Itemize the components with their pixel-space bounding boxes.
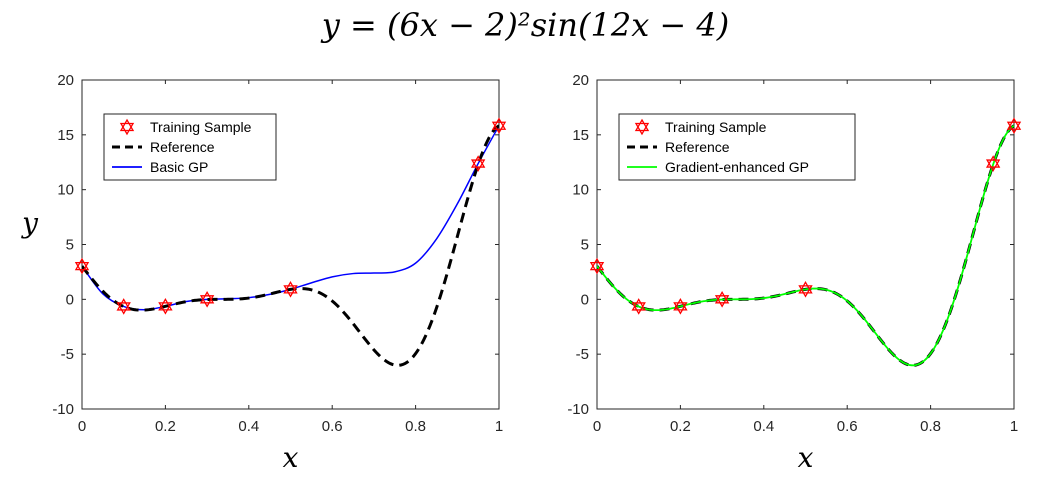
legend-label: Training Sample <box>150 119 252 135</box>
right-chart-panel: 0 0.2 0.4 0.6 0.8 1 -10 -5 0 5 10 15 20 x Training Sam… <box>567 72 1022 474</box>
x-tick-label: 1 <box>495 418 503 435</box>
y-tick-label: 5 <box>581 237 589 254</box>
training-sample-marker <box>631 298 646 315</box>
chart-title: y = (6x − 2)²sin(12x − 4) <box>321 6 730 44</box>
training-sample-marker <box>673 298 688 315</box>
legend-label: Gradient-enhanced GP <box>665 159 809 175</box>
x-tick-label: 0.2 <box>670 418 691 435</box>
training-sample-marker <box>470 155 486 172</box>
x-tick-label: 0.2 <box>155 418 176 435</box>
x-tick-label: 0 <box>593 418 601 435</box>
y-tick-label: -5 <box>576 346 589 363</box>
y-tick-label: 20 <box>572 72 589 89</box>
training-sample-marker <box>199 291 215 308</box>
legend-box <box>618 113 856 181</box>
training-sample-marker <box>158 298 173 315</box>
y-tick-label: 20 <box>57 72 74 89</box>
plot-area <box>82 124 499 367</box>
legend-label: Reference <box>150 139 215 155</box>
y-tick-label: 15 <box>572 127 589 144</box>
y-tick-label: 15 <box>57 127 74 144</box>
x-tick-label: 0.6 <box>322 418 343 435</box>
plot-area <box>597 124 1014 367</box>
x-tick-label: 0.8 <box>920 418 941 435</box>
x-axis-label: x <box>283 441 299 474</box>
y-axis-label: y <box>20 207 39 240</box>
y-tick-label: -5 <box>61 346 74 363</box>
training-sample-marker <box>714 291 730 308</box>
left-chart-panel: 0 0.2 0.4 0.6 0.8 1 -10 -5 0 5 10 15 20 x y Training Sa… <box>20 72 507 474</box>
y-tick-label: 0 <box>66 291 74 308</box>
training-sample-marker <box>798 281 813 298</box>
x-tick-label: 0 <box>78 418 86 435</box>
series-line-gradient-enhanced-gp <box>597 124 1014 367</box>
series-line-reference <box>82 124 499 367</box>
x-axis-label: x <box>798 441 814 474</box>
x-tick-label: 0.4 <box>753 418 774 435</box>
legend-label: Reference <box>665 139 730 155</box>
legend-label: Training Sample <box>665 119 767 135</box>
legend: Training Sample Reference Basic GP <box>103 113 277 181</box>
training-sample-marker <box>74 257 90 275</box>
legend: Training Sample Reference Gradient-enhance… <box>618 113 856 181</box>
y-tick-label: 10 <box>572 182 589 199</box>
training-sample-marker <box>283 281 298 298</box>
training-sample-marker <box>491 117 507 135</box>
training-sample-marker <box>589 257 605 275</box>
x-tick-label: 0.8 <box>405 418 426 435</box>
y-tick-label: -10 <box>567 401 589 418</box>
training-sample-marker <box>985 155 1001 172</box>
y-tick-label: -10 <box>52 401 74 418</box>
legend-label: Basic GP <box>150 159 208 175</box>
legend-marker-icon <box>119 118 135 136</box>
training-sample-marker <box>116 298 131 315</box>
x-tick-label: 1 <box>1010 418 1018 435</box>
y-tick-label: 5 <box>66 237 74 254</box>
x-tick-label: 0.4 <box>238 418 259 435</box>
legend-marker-icon <box>634 118 650 136</box>
y-tick-label: 0 <box>581 291 589 308</box>
x-tick-label: 0.6 <box>837 418 858 435</box>
y-tick-label: 10 <box>57 182 74 199</box>
training-sample-marker <box>1006 117 1022 135</box>
